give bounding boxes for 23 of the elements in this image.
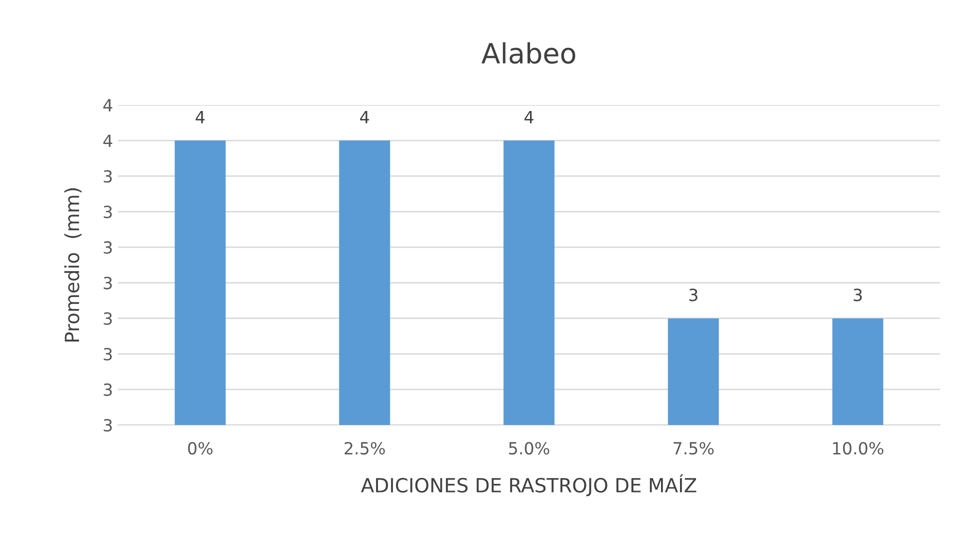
data-label: 3 <box>689 288 698 302</box>
x-tick-label: 5.0% <box>509 442 550 455</box>
x-axis-title: ADICIONES DE RASTROJO DE MAÍZ <box>361 474 696 496</box>
chart-title: Alabeo <box>481 42 576 64</box>
data-label: 4 <box>524 111 534 124</box>
y-tick-label: 3 <box>104 276 112 290</box>
data-label: 3 <box>854 288 862 302</box>
y-tick-label: 3 <box>104 348 112 360</box>
data-label: 4 <box>196 111 205 124</box>
y-tick-label: 4 <box>103 99 112 112</box>
y-tick-label: 4 <box>103 134 112 147</box>
y-tick-label: 3 <box>104 206 112 218</box>
x-tick-label: 2.5% <box>344 442 385 455</box>
y-axis-title: Promedio (mm) <box>64 188 82 342</box>
y-tick-label: 3 <box>104 418 112 432</box>
x-tick-label: 7.5% <box>674 442 714 455</box>
y-tick-label: 3 <box>104 312 112 325</box>
y-tick-label: 3 <box>104 383 112 396</box>
y-tick-label: 3 <box>104 170 112 183</box>
x-tick-label: 0% <box>188 442 212 455</box>
data-label: 4 <box>360 111 369 124</box>
y-tick-label: 3 <box>104 241 112 254</box>
x-tick-label: 10.0% <box>833 442 884 455</box>
